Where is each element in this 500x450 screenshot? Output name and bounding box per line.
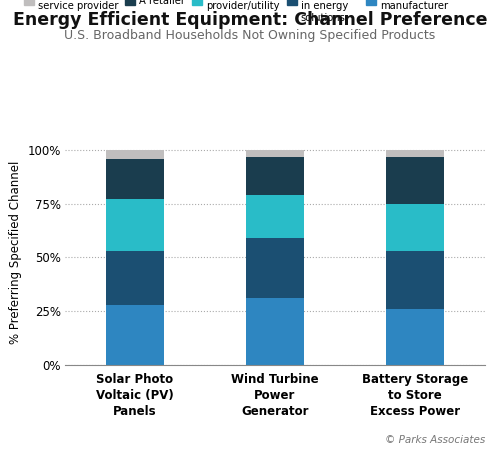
Bar: [246, 298, 304, 365]
Bar: [106, 305, 164, 365]
Bar: [106, 199, 164, 251]
Bar: [106, 251, 164, 305]
Y-axis label: % Preferring Specified Channel: % Preferring Specified Channel: [9, 160, 22, 344]
Bar: [386, 157, 444, 204]
Bar: [246, 238, 304, 298]
Bar: [106, 159, 164, 199]
Text: Energy Efficient Equipment: Channel Preference: Energy Efficient Equipment: Channel Pref…: [13, 11, 487, 29]
Bar: [386, 150, 444, 157]
Bar: [386, 204, 444, 251]
Bar: [246, 150, 304, 157]
Bar: [246, 157, 304, 195]
Bar: [386, 251, 444, 309]
Bar: [386, 309, 444, 365]
Bar: [106, 150, 164, 159]
Text: © Parks Associates: © Parks Associates: [385, 435, 485, 445]
Bar: [246, 195, 304, 238]
Legend: A broadband
service provider, A retailer, Your energy
provider/utility, A compan: A broadband service provider, A retailer…: [24, 0, 465, 23]
Text: U.S. Broadband Households Not Owning Specified Products: U.S. Broadband Households Not Owning Spe…: [64, 29, 436, 42]
